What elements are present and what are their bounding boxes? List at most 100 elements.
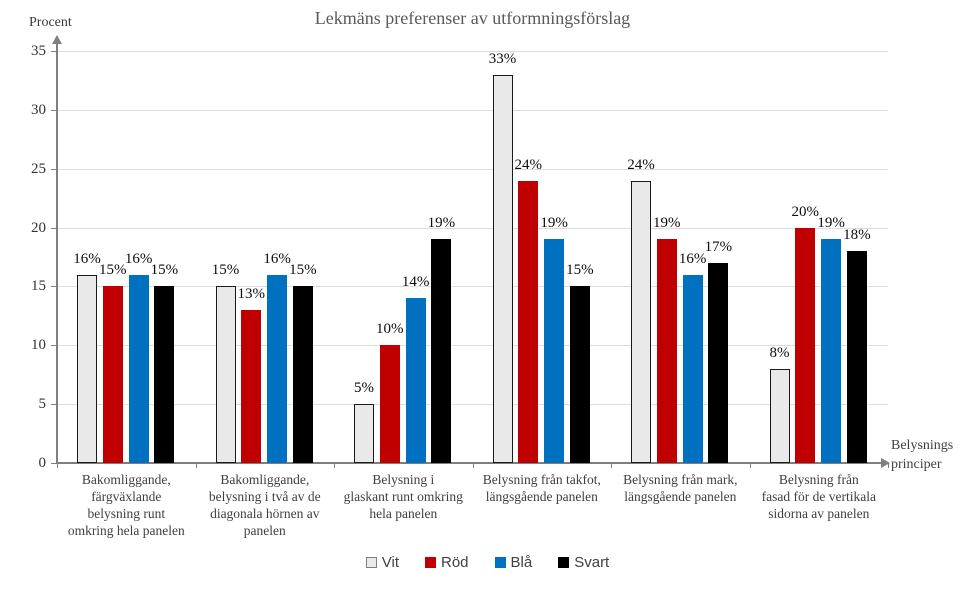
bar-vit (492, 74, 513, 463)
y-tick-label: 10 (31, 337, 46, 353)
bar-value-label: 16% (678, 250, 707, 267)
bar-value-label: 33% (488, 50, 517, 67)
y-tick-label: 30 (31, 102, 46, 118)
bar-value-label: 24% (627, 156, 655, 173)
y-tick-label: 35 (31, 43, 46, 59)
bar-rod (795, 227, 816, 463)
bar-svart (292, 286, 313, 463)
bar-value-label: 19% (540, 215, 568, 232)
x-axis-line (57, 462, 884, 464)
category-label-line: belysning i två av de (208, 489, 321, 504)
category-label-line: diagonala hörnen av (210, 506, 320, 521)
category-label-line: Belysning i (372, 472, 435, 487)
category-label: Belysning från fasad för de vertikala sido… (739, 471, 899, 522)
bar-bla (267, 274, 288, 463)
legend-item-rod: Röd (425, 554, 469, 571)
bar-value-label: 15% (289, 262, 317, 279)
bar-bla (405, 298, 426, 463)
category-label-line: Belysning från mark, (623, 472, 738, 487)
legend-label-bla: Blå (510, 554, 533, 571)
bar-value-label: 15% (99, 262, 127, 279)
bar-value-label: 10% (376, 321, 404, 338)
y-tick (51, 286, 56, 287)
y-tick (51, 404, 56, 405)
x-tick (750, 463, 751, 468)
bar-value-label: 16% (73, 250, 101, 267)
category-label-line: fasad för de vertikala (761, 489, 876, 504)
category-label-line: sidorna av panelen (768, 506, 870, 521)
bar-bla (821, 239, 842, 463)
gridline (57, 345, 888, 346)
bar-value-label: 20% (791, 203, 820, 220)
legend-swatch-rod (425, 557, 436, 568)
category-label: Bakomliggande, färgväxlande belysning runt… (46, 471, 206, 539)
legend-item-bla: Blå (494, 554, 533, 571)
category-label-line: Belysning från (778, 472, 859, 487)
legend-item-svart: Svart (558, 554, 609, 571)
category-label-line: glaskant runt omkring (343, 489, 463, 504)
category-label-line: omkring hela panelen (67, 523, 185, 538)
y-tick-label: 20 (31, 220, 46, 236)
bar-svart (569, 286, 590, 463)
x-tick (611, 463, 612, 468)
category-label-line: Belysning från takfot, (482, 472, 601, 487)
bar-value-label: 15% (150, 262, 179, 279)
bar-rod (241, 310, 262, 463)
x-axis-arrow-icon (881, 458, 890, 468)
x-axis-title-line2: principer (891, 457, 942, 472)
legend-label-svart: Svart (574, 554, 610, 571)
bar-value-label: 16% (263, 250, 291, 267)
category-label-line: Bakomliggande, (81, 472, 171, 487)
y-tick (51, 463, 56, 464)
x-axis-title: Belysnings principer (891, 436, 953, 474)
y-tick (51, 51, 56, 52)
bar-svart (846, 251, 867, 463)
y-tick (51, 110, 56, 111)
bar-svart (431, 239, 452, 463)
bar-value-label: 8% (769, 344, 790, 361)
gridline (57, 228, 888, 229)
category-label: Belysning från takfot, längsgående panele… (462, 471, 622, 505)
bar-bla (128, 274, 149, 463)
y-axis-line (56, 44, 58, 464)
y-tick (51, 228, 56, 229)
gridline (57, 286, 888, 287)
y-axis-title: Procent (29, 15, 72, 30)
y-axis-arrow-icon (52, 35, 62, 44)
category-label: Bakomliggande, belysning i två av de diago… (185, 471, 345, 539)
bar-value-label: 14% (401, 274, 430, 291)
x-tick (57, 463, 58, 468)
y-tick (51, 169, 56, 170)
legend-item-vit: Vit (365, 554, 399, 571)
bar-value-label: 19% (817, 215, 845, 232)
bar-value-label: 17% (704, 238, 733, 255)
bar-vit (215, 286, 236, 463)
bar-value-label: 24% (514, 156, 543, 173)
chart-title: Lekmäns preferenser av utformningsförsla… (314, 8, 631, 28)
legend-swatch-bla (494, 557, 506, 568)
x-tick (334, 463, 335, 468)
category-label: Belysning i glaskant runt omkring hela pan… (323, 471, 483, 522)
y-tick-label: 15 (31, 278, 46, 294)
bar-value-label: 19% (653, 215, 681, 232)
category-label-line: längsgående panelen (624, 489, 737, 504)
bar-value-label: 5% (354, 380, 374, 397)
y-tick-label: 0 (38, 455, 47, 471)
x-axis-title-line1: Belysnings (891, 438, 954, 453)
bar-svart (708, 262, 729, 463)
legend-swatch-vit (365, 557, 377, 568)
category-label-line: belysning runt (87, 506, 166, 521)
bar-bla (682, 274, 703, 463)
category-label-line: färgväxlande (91, 489, 162, 504)
gridline (57, 404, 888, 405)
bar-rod (379, 345, 400, 463)
bar-rod (518, 180, 539, 463)
y-tick-label: 5 (38, 396, 47, 412)
legend-swatch-svart (558, 557, 570, 568)
bar-vit (77, 274, 97, 463)
bar-value-label: 18% (843, 227, 871, 244)
legend-label-rod: Röd (441, 554, 469, 571)
legend: Vit Röd Blå Svart (0, 554, 975, 571)
y-tick (51, 345, 56, 346)
